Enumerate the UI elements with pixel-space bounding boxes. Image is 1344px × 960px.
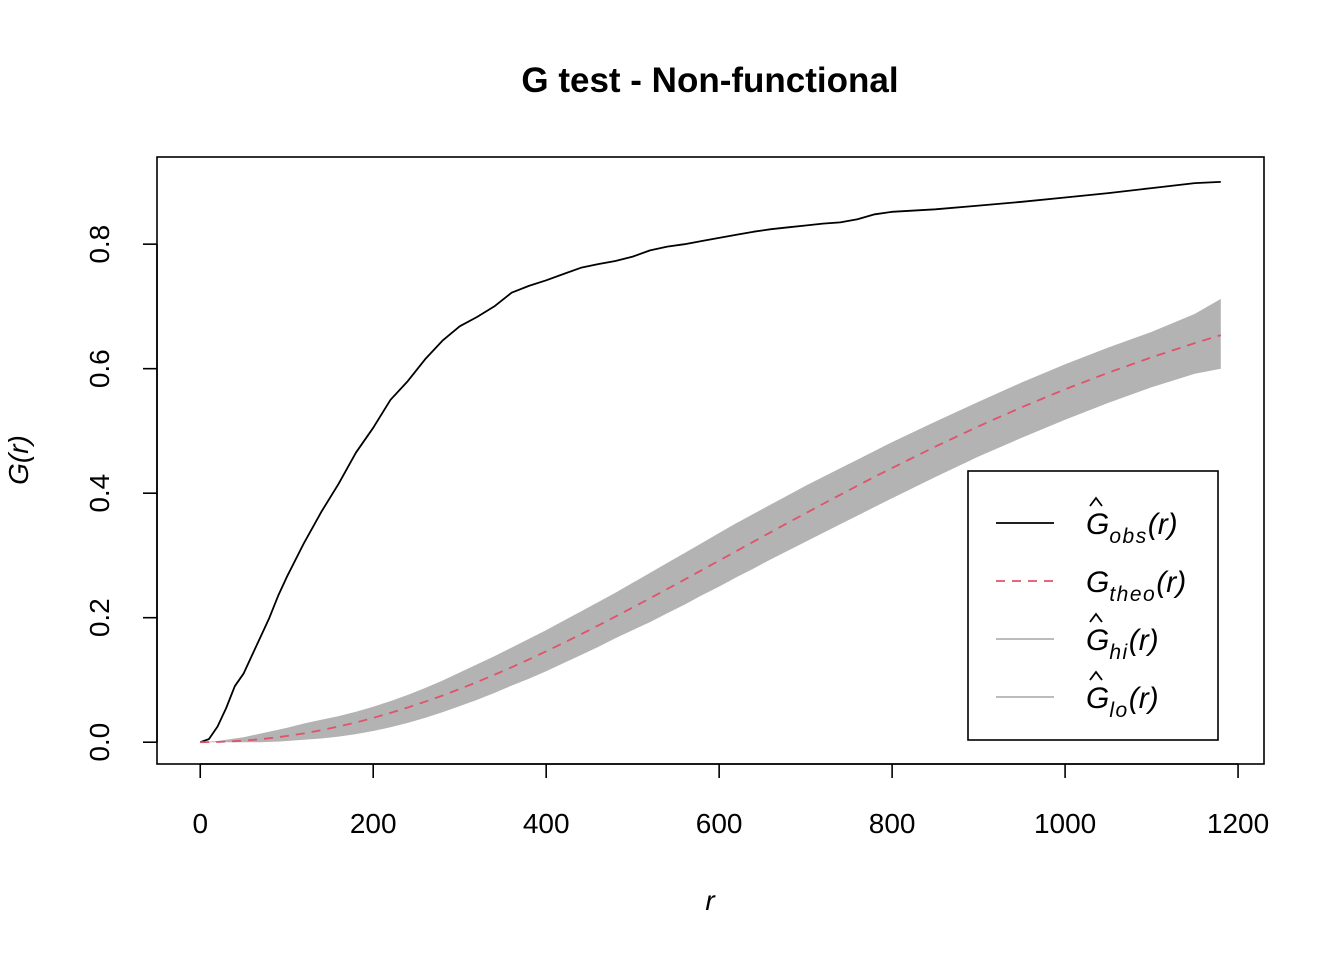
legend-label: Glo(r) (1086, 682, 1159, 722)
x-tick-label: 1200 (1207, 808, 1269, 839)
legend-item-obs: Gobs(r) (996, 496, 1178, 548)
y-tick-label: 0.6 (84, 349, 115, 388)
legend-label: Gobs(r) (1086, 508, 1178, 548)
y-axis: 0.0 0.2 0.4 0.6 0.8 (84, 225, 158, 762)
y-tick-label: 0.4 (84, 474, 115, 513)
x-tick-label: 0 (192, 808, 208, 839)
legend-hat-mark (1089, 612, 1103, 623)
x-tick-label: 400 (523, 808, 570, 839)
series-obs-line (199, 181, 1221, 744)
legend-item-theo: Gtheo(r) (996, 566, 1186, 606)
x-tick-label: 600 (696, 808, 743, 839)
lines-layer (199, 181, 1222, 744)
legend: Gobs(r) Gtheo(r) Ghi(r) Glo(r) (967, 470, 1219, 741)
envelope-band (200, 298, 1221, 743)
legend-item-lo: Glo(r) (996, 670, 1159, 722)
x-tick-label: 800 (869, 808, 916, 839)
legend-item-hi: Ghi(r) (996, 612, 1159, 664)
legend-hat-mark (1089, 670, 1103, 681)
x-axis: 0 200 400 600 800 1000 1200 (192, 763, 1269, 839)
y-tick-label: 0.8 (84, 225, 115, 264)
chart-title: G test - Non-functional (521, 61, 898, 100)
envelope-layer (200, 298, 1221, 743)
legend-hat-mark (1089, 496, 1103, 507)
y-tick-label: 0.2 (84, 598, 115, 637)
y-tick-label: 0.0 (84, 723, 115, 762)
legend-box (967, 470, 1219, 741)
legend-label: Gtheo(r) (1086, 566, 1186, 606)
x-axis-label: r (705, 885, 716, 916)
x-tick-label: 1000 (1034, 808, 1096, 839)
y-axis-label: G(r) (3, 435, 34, 485)
series-theo-line (200, 334, 1222, 744)
legend-label: Ghi(r) (1086, 624, 1159, 664)
x-tick-label: 200 (350, 808, 397, 839)
